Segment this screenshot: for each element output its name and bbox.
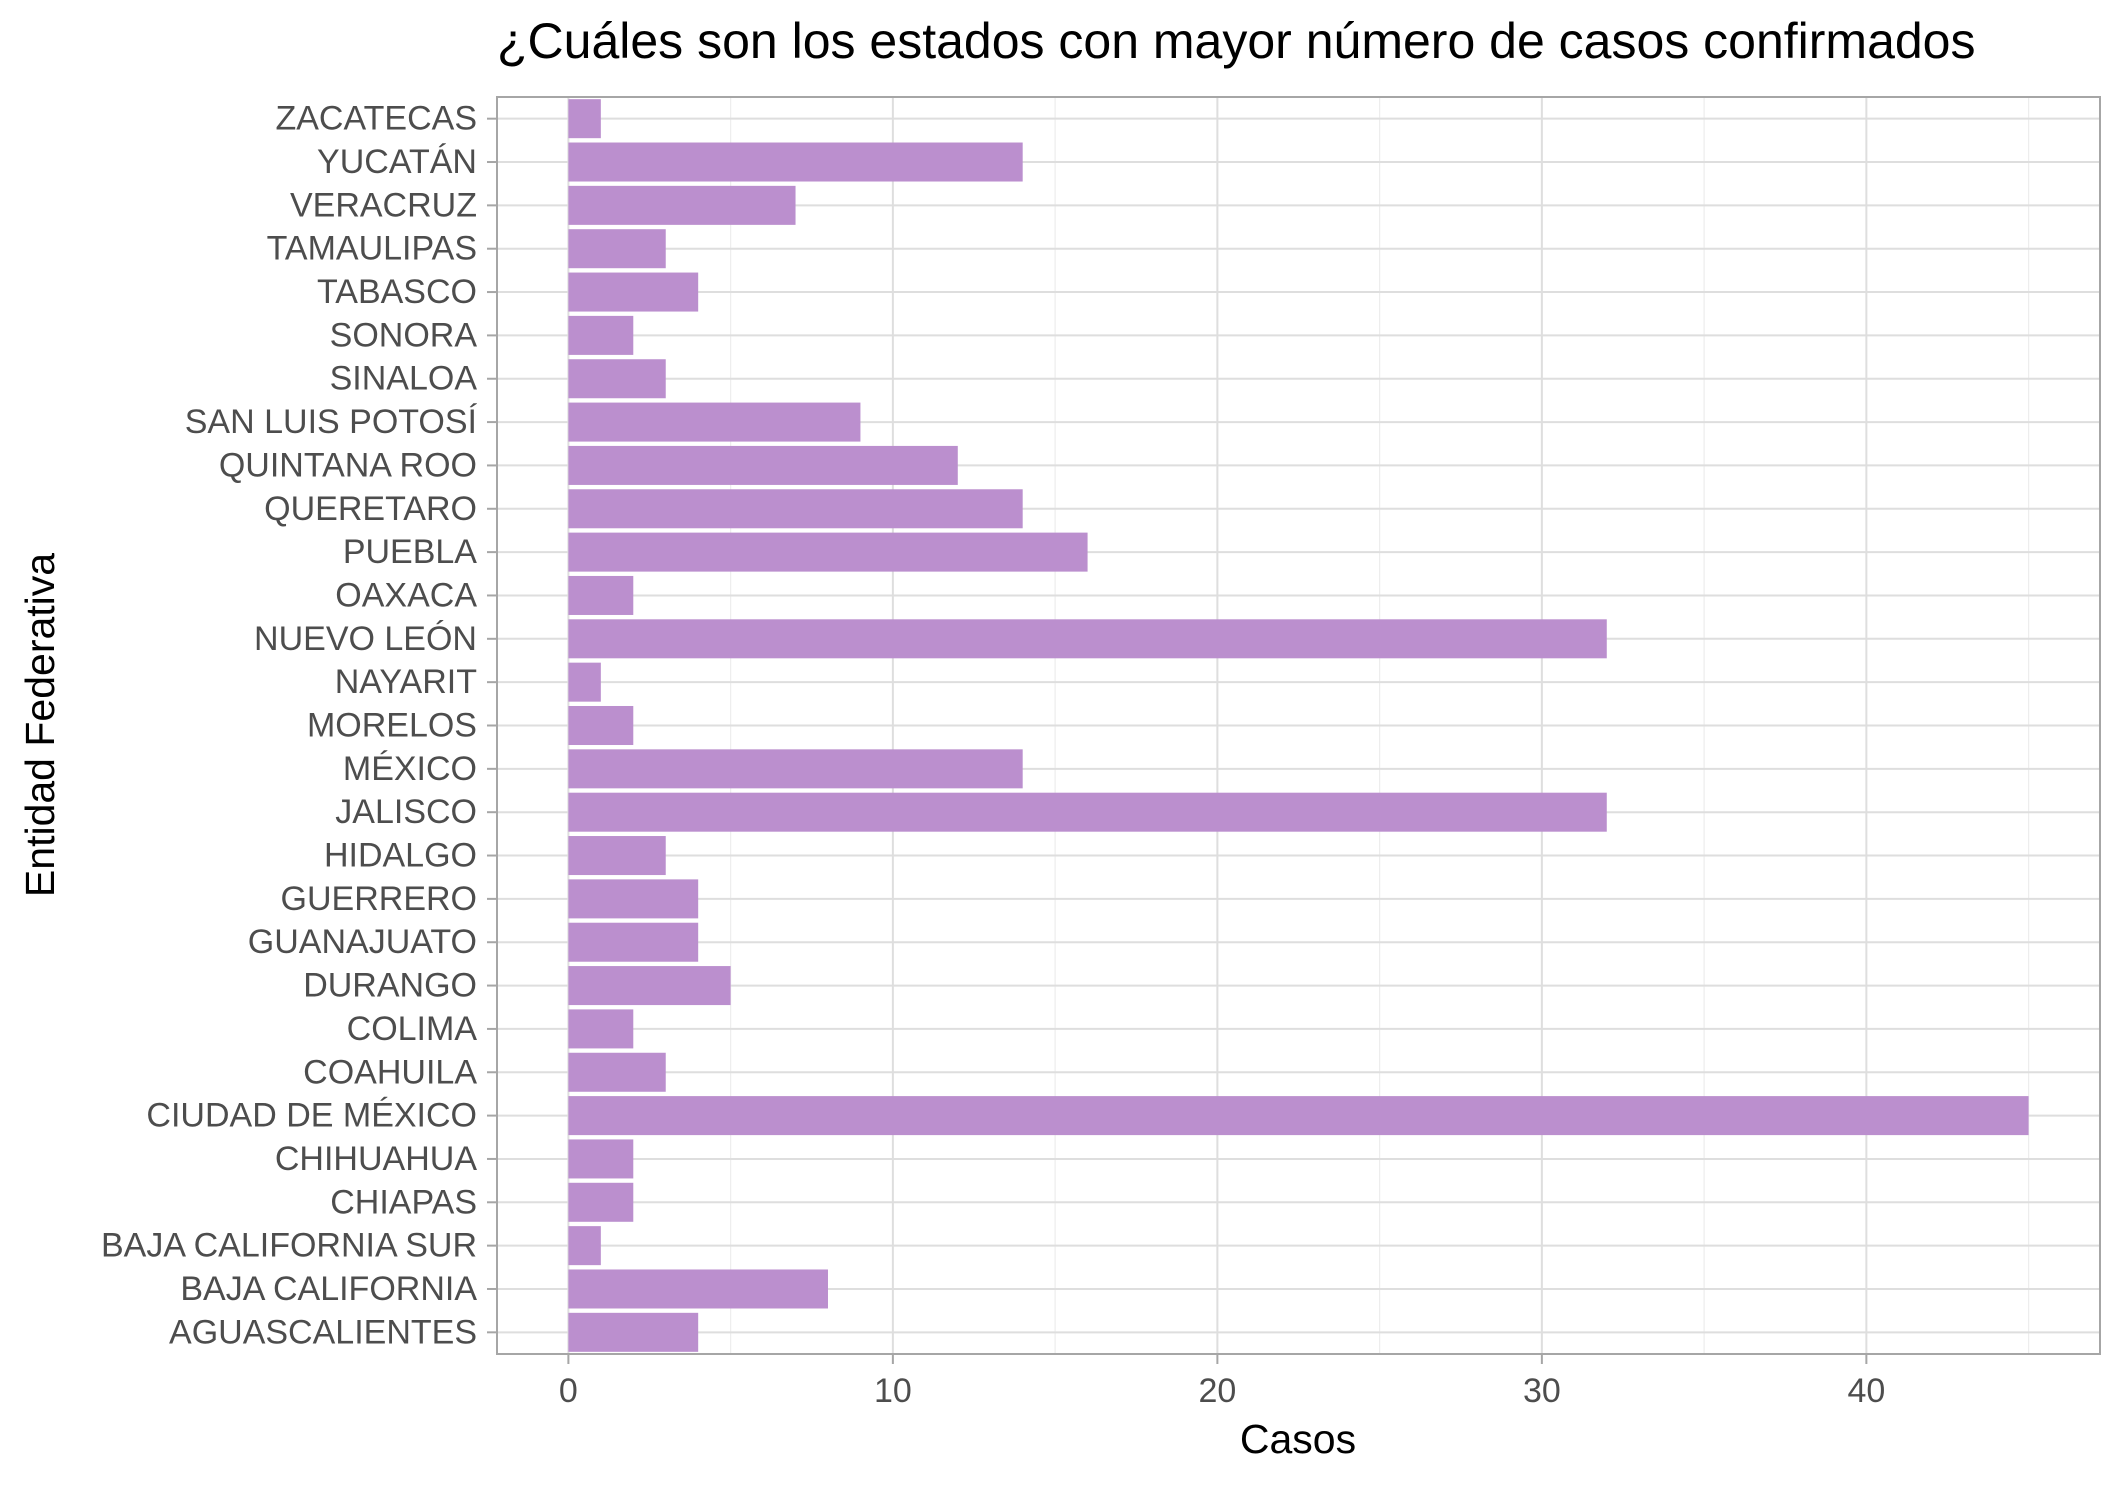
y-tick-label: AGUASCALIENTES <box>169 1313 477 1351</box>
bar <box>568 315 634 355</box>
y-tick-label: YUCATÁN <box>317 143 477 181</box>
y-tick-label: HIDALGO <box>324 837 477 875</box>
y-tick-label: ZACATECAS <box>275 100 477 138</box>
x-tick-label: 0 <box>559 1372 578 1410</box>
bar <box>568 272 699 312</box>
y-tick-label: OAXACA <box>335 576 477 614</box>
y-tick-label: BAJA CALIFORNIA SUR <box>101 1227 477 1265</box>
x-tick-label: 30 <box>1523 1372 1561 1410</box>
bar <box>568 575 634 615</box>
bar <box>568 402 861 442</box>
bar <box>568 1009 634 1049</box>
y-tick-label: SINALOA <box>330 360 478 398</box>
y-tick-label: VERACRUZ <box>290 186 477 224</box>
y-tick-label: SONORA <box>330 316 478 354</box>
y-tick-label: COAHUILA <box>303 1053 477 1091</box>
y-tick-label: NAYARIT <box>335 663 477 701</box>
bar <box>568 99 601 139</box>
bar <box>568 1139 634 1179</box>
x-tick-label: 20 <box>1198 1372 1236 1410</box>
bar <box>568 229 666 269</box>
y-tick-label: QUERETARO <box>264 490 477 528</box>
y-axis: AGUASCALIENTES BAJA CALIFORNIA BAJA CALIFO… <box>101 100 497 1351</box>
y-tick-label: TAMAULIPAS <box>267 230 477 268</box>
bar <box>568 489 1023 529</box>
bar <box>568 619 1607 659</box>
x-axis-title: Casos <box>1240 1416 1356 1462</box>
bar <box>568 1226 601 1266</box>
bar <box>568 359 666 399</box>
y-tick-label: SAN LUIS POTOSÍ <box>185 403 478 441</box>
bar <box>568 879 699 919</box>
bar <box>568 662 601 702</box>
y-tick-label: GUERRERO <box>281 880 477 918</box>
y-tick-label: PUEBLA <box>343 533 477 571</box>
bar <box>568 836 666 876</box>
bar <box>568 792 1607 832</box>
y-tick-label: QUINTANA ROO <box>219 446 477 484</box>
bar <box>568 1096 2029 1136</box>
y-tick-label: CIUDAD DE MÉXICO <box>146 1097 477 1135</box>
grid-lines <box>497 97 2100 1354</box>
x-tick-label: 40 <box>1847 1372 1885 1410</box>
y-tick-label: MORELOS <box>307 707 477 745</box>
bar <box>568 142 1023 182</box>
y-axis-title: Entidad Federativa <box>17 553 63 897</box>
bar <box>568 749 1023 789</box>
y-tick-label: JALISCO <box>335 793 477 831</box>
bar <box>568 1269 828 1309</box>
bars <box>568 99 2029 1352</box>
y-tick-label: CHIHUAHUA <box>275 1140 477 1178</box>
bar <box>568 185 796 225</box>
bar <box>568 445 958 485</box>
bar <box>568 1182 634 1222</box>
x-tick-label: 10 <box>874 1372 912 1410</box>
bar <box>568 1052 666 1092</box>
y-tick-label: GUANAJUATO <box>248 923 477 961</box>
bar <box>568 922 699 962</box>
chart-title: ¿Cuáles son los estados con mayor número… <box>497 13 1976 69</box>
y-tick-label: CHIAPAS <box>330 1183 477 1221</box>
y-tick-label: TABASCO <box>317 273 477 311</box>
y-tick-label: NUEVO LEÓN <box>254 620 477 658</box>
y-tick-label: COLIMA <box>347 1010 478 1048</box>
bar <box>568 966 731 1006</box>
bar <box>568 1312 699 1352</box>
y-tick-label: MÉXICO <box>343 750 477 788</box>
x-axis: 0 10 20 30 40 <box>559 1354 1885 1410</box>
bar <box>568 532 1088 572</box>
bar <box>568 705 634 746</box>
y-tick-label: DURANGO <box>303 967 477 1005</box>
y-tick-label: BAJA CALIFORNIA <box>180 1270 477 1308</box>
